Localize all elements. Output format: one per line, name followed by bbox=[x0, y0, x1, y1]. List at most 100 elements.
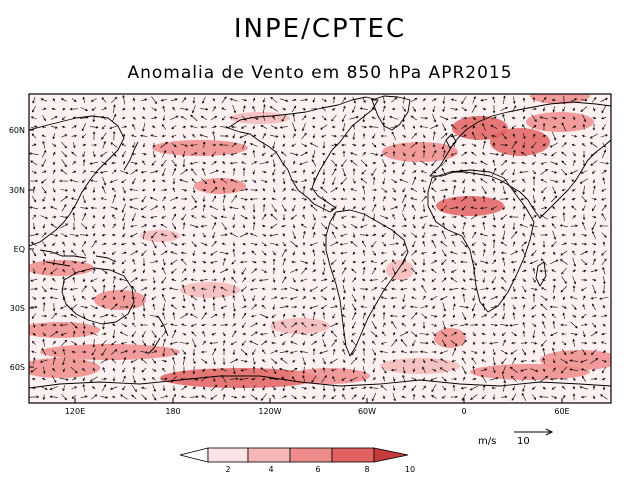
wind-vector bbox=[472, 313, 476, 319]
wind-vector bbox=[401, 213, 407, 222]
wind-vector bbox=[171, 348, 178, 356]
wind-vector bbox=[331, 168, 337, 176]
wind-vector bbox=[111, 358, 117, 364]
wind-vector bbox=[211, 125, 217, 129]
wind-vector bbox=[591, 368, 596, 372]
wind-vector bbox=[240, 198, 248, 201]
wind-vector bbox=[562, 312, 566, 320]
wind-vector bbox=[220, 125, 229, 129]
wind-vector bbox=[441, 395, 446, 399]
wind-vector bbox=[481, 133, 487, 140]
colorbar-label: 4 bbox=[268, 465, 273, 474]
wind-vector bbox=[422, 359, 426, 364]
wind-vector bbox=[232, 224, 236, 229]
wind-vector bbox=[181, 242, 187, 246]
wind-vector bbox=[592, 278, 597, 282]
wind-vector bbox=[341, 259, 346, 265]
wind-vector bbox=[352, 321, 356, 329]
wind-vector bbox=[551, 223, 557, 229]
wind-vector bbox=[542, 347, 545, 356]
wind-vector bbox=[432, 143, 436, 148]
wind-vector bbox=[229, 206, 239, 209]
colorbar-box bbox=[331, 447, 375, 463]
wind-vector bbox=[211, 240, 217, 247]
wind-vector bbox=[292, 231, 296, 240]
lon-label-0: 0 bbox=[461, 407, 466, 416]
wind-vector bbox=[492, 159, 496, 166]
wind-vector bbox=[30, 116, 37, 120]
wind-vector bbox=[261, 241, 267, 247]
wind-vector bbox=[262, 260, 267, 264]
wind-vector bbox=[450, 395, 458, 399]
wind-vector bbox=[371, 116, 376, 120]
wind-vector bbox=[531, 304, 537, 310]
wind-vector bbox=[191, 152, 198, 156]
wind-vector bbox=[491, 276, 497, 284]
wind-vector bbox=[302, 287, 306, 292]
wind-vector bbox=[592, 258, 596, 266]
wind-vector bbox=[551, 269, 557, 273]
wind-vector bbox=[69, 288, 78, 291]
wind-vector bbox=[151, 240, 157, 249]
wind-vector bbox=[431, 384, 437, 393]
wind-vector bbox=[89, 376, 98, 382]
wind-vector bbox=[232, 105, 236, 114]
wind-vector bbox=[541, 313, 547, 319]
wind-vector bbox=[342, 105, 346, 112]
wind-vector bbox=[492, 187, 496, 193]
wind-vector bbox=[582, 304, 586, 310]
wind-vector bbox=[271, 314, 277, 318]
colorbar-label: 8 bbox=[364, 465, 369, 474]
lat-label-30n: 30N bbox=[9, 186, 25, 195]
wind-vector bbox=[209, 341, 219, 345]
wind-vector bbox=[562, 179, 566, 184]
wind-vector bbox=[480, 178, 488, 184]
wind-vector bbox=[550, 377, 558, 381]
wind-vector bbox=[581, 375, 587, 382]
wind-vector bbox=[521, 376, 527, 382]
wind-vector bbox=[111, 349, 118, 355]
wind-vector bbox=[122, 107, 126, 111]
wind-vector bbox=[180, 251, 187, 255]
wind-vector bbox=[531, 107, 537, 111]
wind-vector bbox=[470, 206, 478, 210]
wind-vector bbox=[432, 287, 437, 291]
wind-vector bbox=[411, 259, 417, 266]
wind-vector bbox=[290, 179, 298, 183]
wind-vector bbox=[382, 241, 386, 247]
wind-vector bbox=[140, 205, 148, 211]
wind-vector bbox=[272, 386, 276, 391]
wind-vector bbox=[220, 178, 228, 184]
wind-vector bbox=[41, 125, 46, 129]
wind-vector bbox=[132, 97, 136, 102]
wind-vector bbox=[312, 125, 316, 129]
wind-vector bbox=[562, 134, 566, 138]
wind-vector bbox=[92, 356, 96, 365]
wind-vector bbox=[431, 177, 437, 184]
wind-vector bbox=[561, 142, 567, 148]
wind-vector bbox=[552, 295, 556, 300]
wind-vector bbox=[291, 386, 297, 390]
wind-vector bbox=[522, 205, 526, 210]
wind-vector bbox=[559, 259, 568, 265]
wind-vector bbox=[522, 321, 526, 328]
wind-vector bbox=[231, 395, 238, 399]
wind-vector bbox=[200, 224, 207, 228]
wind-vector bbox=[101, 260, 106, 264]
wind-vector bbox=[431, 160, 437, 167]
wind-vector bbox=[313, 311, 316, 320]
wind-vector bbox=[262, 349, 266, 355]
anomaly-patch bbox=[490, 128, 550, 156]
wind-vector bbox=[291, 105, 297, 112]
wind-vector bbox=[269, 242, 279, 246]
wind-vector bbox=[222, 277, 226, 283]
wind-vector bbox=[302, 230, 306, 239]
wind-vector bbox=[232, 312, 236, 319]
wind-vector bbox=[312, 367, 317, 373]
wind-vector bbox=[602, 124, 606, 131]
wind-vector bbox=[191, 105, 196, 114]
wind-vector bbox=[282, 134, 286, 139]
wind-vector bbox=[491, 116, 497, 120]
wind-vector bbox=[332, 348, 336, 355]
wind-vector bbox=[511, 179, 517, 183]
